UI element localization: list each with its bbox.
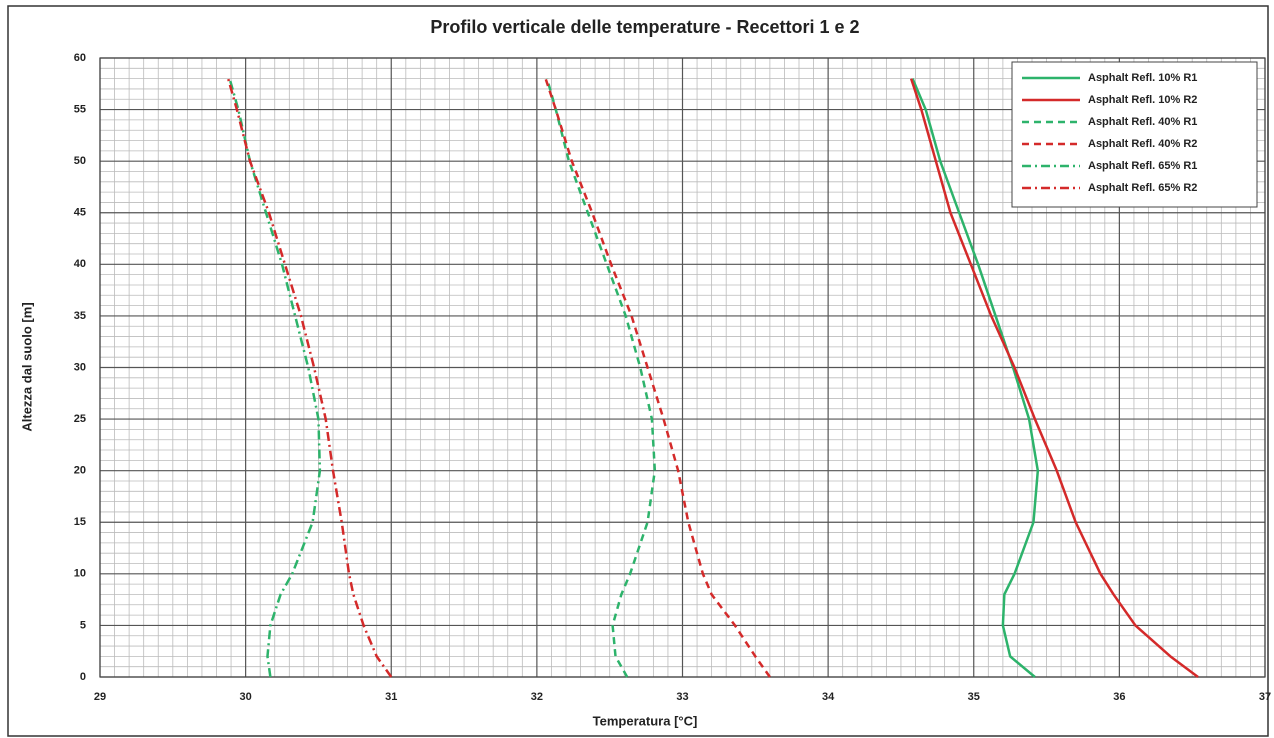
y-tick-label: 10 [74, 568, 86, 580]
legend-label: Asphalt Refl. 65% R2 [1088, 182, 1197, 194]
legend-label: Asphalt Refl. 40% R1 [1088, 116, 1197, 128]
x-tick-label: 34 [822, 691, 835, 703]
y-tick-label: 55 [74, 103, 86, 115]
y-tick-label: 15 [74, 516, 86, 528]
x-tick-label: 29 [94, 691, 106, 703]
chart-title: Profilo verticale delle temperature - Re… [430, 17, 859, 37]
x-tick-label: 36 [1113, 691, 1125, 703]
data-line [544, 78, 771, 678]
y-tick-label: 5 [80, 619, 86, 631]
x-axis-label: Temperatura [°C] [593, 713, 698, 728]
x-tick-label: 35 [968, 691, 980, 703]
legend-label: Asphalt Refl. 65% R1 [1088, 160, 1197, 172]
data-line [911, 78, 1040, 678]
data-line [226, 78, 393, 678]
data-line [545, 78, 657, 678]
x-tick-label: 33 [676, 691, 688, 703]
y-tick-label: 0 [80, 671, 86, 683]
y-tick-label: 30 [74, 361, 86, 373]
x-tick-label: 32 [531, 691, 543, 703]
legend: Asphalt Refl. 10% R1 Asphalt Refl. 10% R2… [1011, 61, 1258, 208]
data-line [909, 78, 1199, 679]
y-tick-label: 35 [74, 310, 86, 322]
y-axis-label: Altezza dal suolo [m] [19, 302, 34, 431]
y-tick-label: 60 [74, 52, 86, 64]
x-tick-label: 31 [385, 691, 397, 703]
x-tick-label: 37 [1259, 691, 1271, 703]
plot-border [99, 57, 1266, 678]
y-tick-label: 40 [74, 258, 86, 270]
y-tick-label: 50 [74, 155, 86, 167]
y-tick-label: 20 [74, 465, 86, 477]
x-tick-label: 30 [240, 691, 252, 703]
y-tick-label: 45 [74, 207, 86, 219]
legend-label: Asphalt Refl. 10% R1 [1088, 72, 1197, 84]
legend-label: Asphalt Refl. 40% R2 [1088, 138, 1197, 150]
legend-box [1011, 61, 1258, 208]
y-tick-label: 25 [74, 413, 86, 425]
legend-label: Asphalt Refl. 10% R2 [1088, 94, 1197, 106]
